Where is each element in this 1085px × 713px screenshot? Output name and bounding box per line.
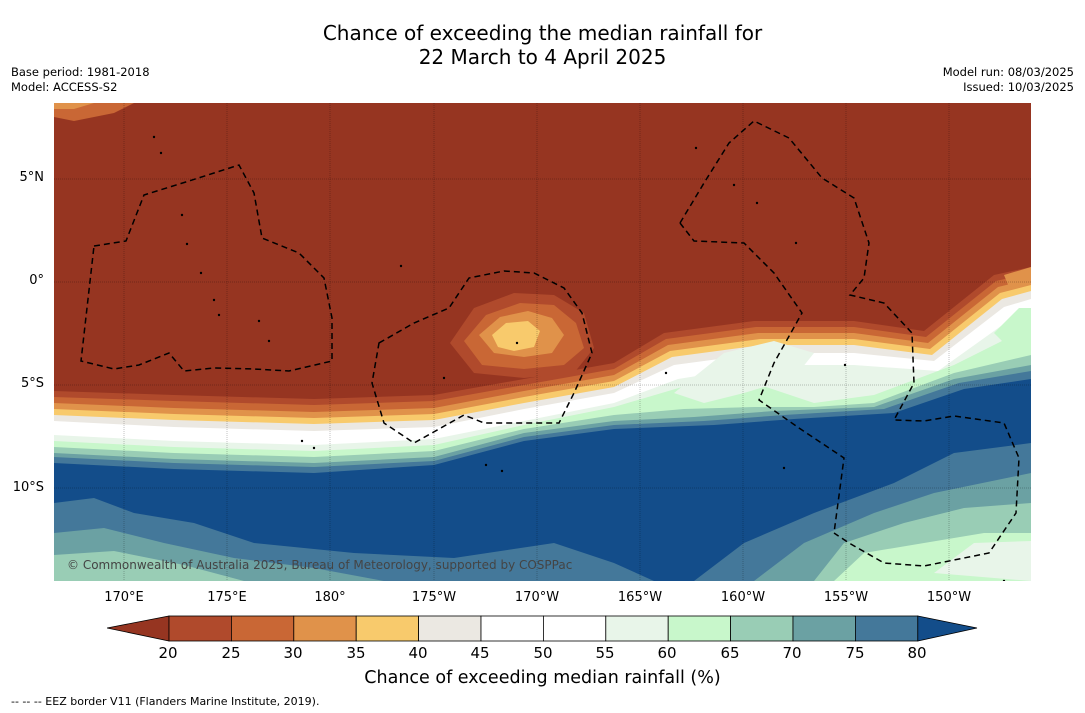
colorbar-swatch-35-40	[355, 615, 419, 642]
colorbar-arrow-right	[917, 615, 978, 642]
colorbar-tick-60: 60	[657, 644, 677, 662]
colorbar-tick-30: 30	[283, 644, 303, 662]
colorbar-tick-20: 20	[158, 644, 178, 662]
colorbar-tick-55: 55	[595, 644, 615, 662]
warm-blob-40	[492, 321, 540, 351]
islands	[152, 135, 1006, 581]
lon-label-160w: 160°W	[720, 590, 766, 605]
colorbar-tick-65: 65	[720, 644, 740, 662]
colorbar-tick-40: 40	[408, 644, 428, 662]
colorbar-swatch-65-70	[730, 615, 794, 642]
title-line-1: Chance of exceeding the median rainfall …	[322, 21, 763, 45]
map-title: Chance of exceeding the median rainfall …	[0, 21, 1085, 69]
rainfall-probability-map	[54, 103, 1031, 581]
eez-border-southeast-link	[679, 222, 845, 534]
eez-border-central	[371, 270, 593, 444]
lat-label-5s: 5°S	[20, 376, 44, 391]
graticule	[54, 103, 1031, 581]
colorbar-swatch-45-50	[480, 615, 544, 642]
colorbar-swatch-55-60	[605, 615, 669, 642]
copyright-notice: © Commonwealth of Australia 2025, Bureau…	[67, 558, 573, 572]
lon-label-175w: 175°W	[411, 590, 457, 605]
colorbar-swatch-40-45	[418, 615, 482, 642]
meta-left: Base period: 1981-2018 Model: ACCESS-S2	[11, 65, 150, 95]
lon-label-170e: 170°E	[104, 590, 144, 605]
central-light-patch	[674, 341, 814, 403]
model-text: Model: ACCESS-S2	[11, 80, 118, 94]
colorbar-swatch-75-80	[855, 615, 919, 642]
nw-corner-light	[54, 103, 94, 109]
base-period-text: Base period: 1981-2018	[11, 65, 150, 79]
colorbar-swatch-70-75	[792, 615, 856, 642]
lon-label-155w: 155°W	[823, 590, 869, 605]
colorbar-tick-35: 35	[346, 644, 366, 662]
colorbar-tick-75: 75	[845, 644, 865, 662]
lon-label-170w: 170°W	[514, 590, 560, 605]
colorbar-swatch-25-30	[231, 615, 295, 642]
issued-text: Issued: 10/03/2025	[963, 80, 1074, 94]
eez-border-northeast	[679, 120, 1020, 567]
eez-footnote: -- -- -- EEZ border V11 (Flanders Marine…	[11, 695, 320, 708]
colorbar-swatch-50-55	[542, 615, 607, 642]
south-west-pale-patch	[54, 551, 244, 581]
lon-label-150w: 150°W	[926, 590, 972, 605]
lat-label-10s: 10°S	[12, 480, 44, 495]
colorbar-tick-25: 25	[221, 644, 241, 662]
lon-label-165w: 165°W	[617, 590, 663, 605]
colorbar-swatch-20-25	[168, 615, 232, 642]
lat-label-5n: 5°N	[19, 170, 45, 185]
model-run-text: Model run: 08/03/2025	[942, 65, 1074, 79]
colorbar-tick-80: 80	[907, 644, 927, 662]
eez-borders	[80, 120, 1020, 567]
colorbar-arrow-left	[107, 615, 170, 642]
colorbar-swatch-60-65	[667, 615, 732, 642]
lat-label-0: 0°	[29, 273, 44, 288]
colorbar-label: Chance of exceeding median rainfall (%)	[364, 668, 721, 688]
colorbar-tick-45: 45	[470, 644, 490, 662]
colorbar-tick-50: 50	[533, 644, 553, 662]
meta-right: Model run: 08/03/2025 Issued: 10/03/2025	[943, 65, 1074, 95]
colorbar-swatch-30-35	[293, 615, 357, 642]
lon-label-180: 180°	[314, 590, 346, 605]
colorbar	[107, 615, 978, 642]
title-line-2: 22 March to 4 April 2025	[418, 45, 667, 69]
east-edge-patch	[994, 308, 1031, 353]
south-east-white-patch	[934, 541, 1031, 581]
colorbar-tick-70: 70	[782, 644, 802, 662]
lon-label-175e: 175°E	[207, 590, 247, 605]
